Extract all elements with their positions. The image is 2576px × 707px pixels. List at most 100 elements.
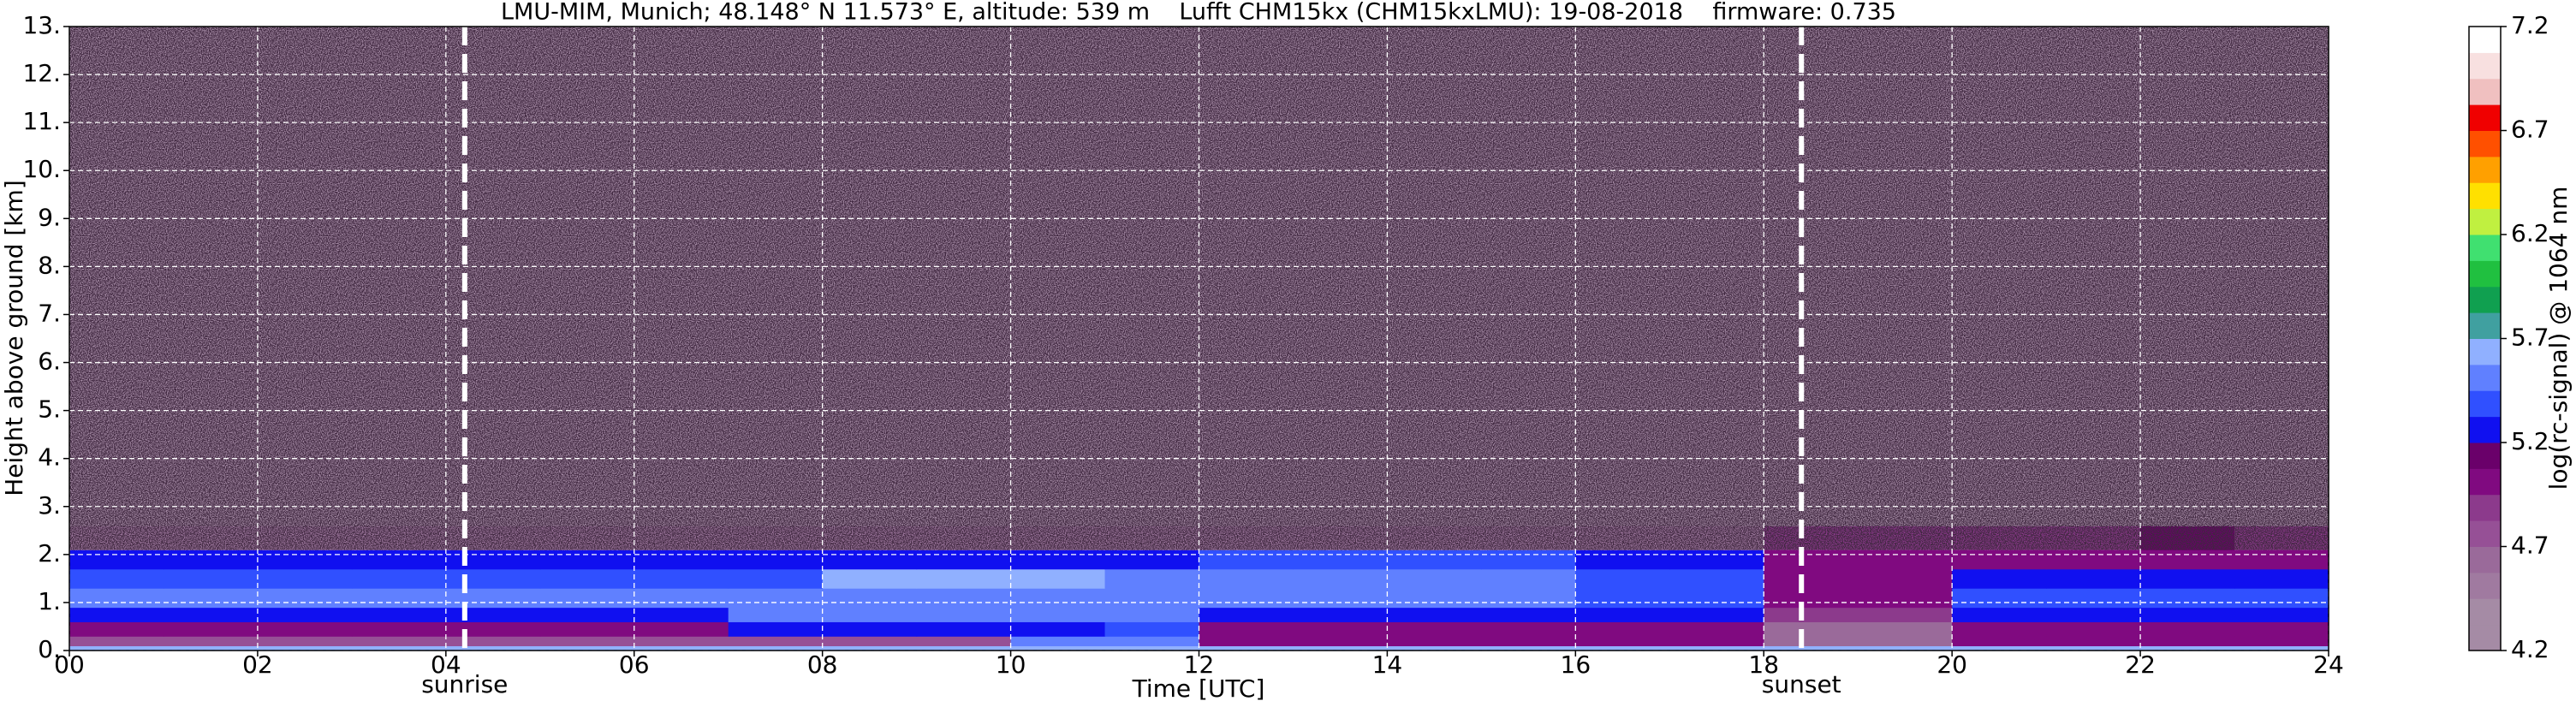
heat-cell	[163, 645, 259, 651]
y-tick-label: 13.	[22, 11, 61, 39]
heat-cell	[634, 645, 729, 651]
colorbar-swatch	[2469, 494, 2501, 521]
colorbar-tick-label: 5.7	[2511, 324, 2549, 352]
y-tick-label: 0.	[38, 635, 61, 663]
colorbar-tick-label: 4.7	[2511, 532, 2549, 560]
heat-cell	[1387, 607, 1482, 622]
colorbar-swatch	[2469, 235, 2501, 261]
heat-cell	[1858, 621, 1953, 637]
y-tick-label: 11.	[22, 107, 61, 135]
heat-cell	[69, 568, 164, 589]
colorbar-swatch	[2469, 443, 2501, 469]
heat-cell	[1199, 645, 1294, 651]
colorbar-label: log(rc-signal) @ 1064 nm	[2544, 187, 2573, 490]
y-tick-label: 10.	[22, 155, 61, 183]
heat-cell	[1669, 607, 1764, 622]
heat-cell	[1010, 645, 1106, 651]
heat-cell	[916, 588, 1012, 609]
heat-cell	[1575, 636, 1670, 646]
y-tick-label: 8.	[38, 251, 61, 279]
y-axis-label: Height above ground [km]	[0, 180, 28, 496]
heat-cell	[1010, 588, 1106, 609]
heat-cell	[916, 645, 1012, 651]
heat-cell	[257, 607, 353, 622]
heat-cell	[351, 568, 447, 589]
colorbar-swatch	[2469, 182, 2501, 210]
heat-cell	[1481, 607, 1576, 622]
heat-cell	[1387, 568, 1482, 589]
heat-cell	[634, 607, 729, 622]
heat-cell	[1199, 621, 1294, 637]
colorbar-swatch	[2469, 286, 2501, 313]
heat-cell	[69, 621, 164, 637]
heat-cell	[1293, 568, 1389, 589]
heat-cell	[1764, 550, 1859, 570]
heat-cell	[69, 607, 164, 622]
chart-title: LMU-MIM, Munich; 48.148° N 11.573° E, al…	[501, 0, 1896, 26]
y-tick-label: 3.	[38, 491, 61, 520]
heat-cell	[445, 568, 541, 589]
heat-cell	[1104, 550, 1200, 570]
heat-cell	[1293, 645, 1389, 651]
colorbar-swatch	[2469, 338, 2501, 365]
heat-cell	[257, 550, 353, 570]
heat-cell	[2046, 645, 2141, 651]
heat-cell	[634, 550, 729, 570]
heat-cell	[2234, 588, 2329, 609]
heat-cell	[1387, 636, 1482, 646]
heat-cell	[1764, 621, 1859, 637]
heat-cell	[1575, 621, 1670, 637]
y-tick-label: 1.	[38, 587, 61, 615]
heat-cell	[445, 621, 541, 637]
heat-cell	[1199, 588, 1294, 609]
colorbar-swatch	[2469, 390, 2501, 418]
colorbar-swatch	[2469, 130, 2501, 157]
heat-cell	[2046, 588, 2141, 609]
heat-cell	[1575, 568, 1670, 589]
heat-cell	[1104, 621, 1200, 637]
heat-cell	[728, 645, 824, 651]
x-axis-label: Time [UTC]	[1132, 674, 1265, 703]
heat-cell	[1010, 550, 1106, 570]
heat-cell	[539, 645, 635, 651]
heat-cell	[1858, 607, 1953, 622]
heat-cell	[1293, 636, 1389, 646]
heat-cell	[351, 645, 447, 651]
heat-cell	[539, 568, 635, 589]
heat-cell	[1104, 645, 1200, 651]
heat-cell	[728, 568, 824, 589]
heat-cell	[539, 607, 635, 622]
heat-cell	[2234, 568, 2329, 589]
heat-cell	[2046, 621, 2141, 637]
heat-cell	[728, 607, 824, 622]
heat-cell	[822, 568, 918, 589]
colorbar-tick-label: 4.2	[2511, 635, 2549, 663]
heat-cell	[1952, 621, 2047, 637]
heat-cell	[1481, 645, 1576, 651]
colorbar-tick-label: 6.7	[2511, 116, 2549, 144]
heat-cell	[1481, 550, 1576, 570]
colorbar-swatch	[2469, 624, 2501, 651]
heat-cell	[2234, 621, 2329, 637]
colorbar-tick-label: 6.2	[2511, 219, 2549, 247]
heat-cell	[1575, 607, 1670, 622]
colorbar-swatch	[2469, 156, 2501, 183]
heat-cell	[257, 636, 353, 646]
heat-cell	[634, 588, 729, 609]
heat-cell	[822, 636, 918, 646]
heat-cell	[1481, 588, 1576, 609]
colorbar-swatch	[2469, 416, 2501, 443]
heat-cell	[728, 636, 824, 646]
heat-cell	[1199, 636, 1294, 646]
heat-cell	[1293, 588, 1389, 609]
heat-cell	[916, 568, 1012, 589]
heat-cell	[1387, 621, 1482, 637]
heat-cell	[728, 588, 824, 609]
heat-cell	[1199, 607, 1294, 622]
heat-cell	[2234, 636, 2329, 646]
heat-cell	[2046, 636, 2141, 646]
heat-cell	[1764, 568, 1859, 589]
heat-cell	[728, 550, 824, 570]
heat-cell	[445, 607, 541, 622]
heat-cell	[163, 621, 259, 637]
